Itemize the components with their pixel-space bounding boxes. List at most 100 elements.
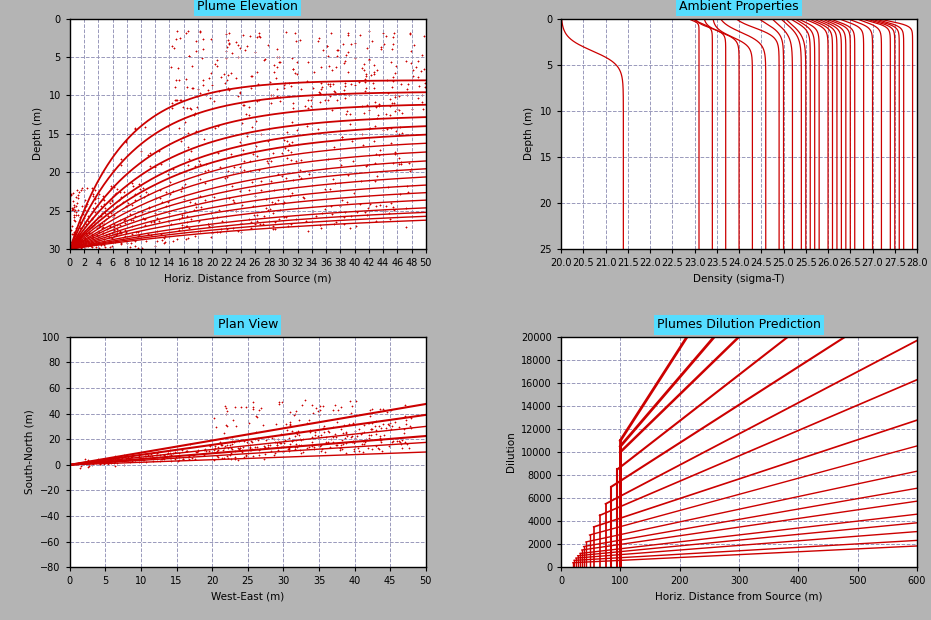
Title: Plan View: Plan View xyxy=(218,319,278,332)
Point xyxy=(360,203,375,213)
Point xyxy=(395,443,410,453)
Point xyxy=(355,439,370,449)
Point xyxy=(153,229,168,239)
Point xyxy=(224,439,239,449)
Point xyxy=(177,206,192,216)
Point xyxy=(105,454,120,464)
Point xyxy=(257,442,272,452)
Point xyxy=(384,198,398,208)
Point xyxy=(177,95,192,105)
Point xyxy=(402,158,417,168)
Point xyxy=(268,217,283,227)
Point xyxy=(164,450,179,460)
Point xyxy=(250,433,265,443)
Point xyxy=(251,31,266,41)
Point xyxy=(157,451,172,461)
Point xyxy=(233,138,248,148)
Point xyxy=(101,456,115,466)
Point xyxy=(143,148,158,157)
Point xyxy=(294,435,309,445)
Point xyxy=(70,240,85,250)
Point xyxy=(186,205,201,215)
Point xyxy=(174,186,189,196)
Point xyxy=(290,442,304,452)
Point xyxy=(326,432,341,442)
Point xyxy=(290,56,304,66)
Point xyxy=(339,448,354,458)
Point xyxy=(302,442,317,452)
Point xyxy=(244,445,259,455)
X-axis label: West-East (m): West-East (m) xyxy=(211,592,285,602)
Point xyxy=(169,95,183,105)
Point xyxy=(104,228,119,237)
Point xyxy=(68,229,83,239)
Point xyxy=(69,237,84,247)
Point xyxy=(334,195,349,205)
Point xyxy=(213,72,228,82)
Point xyxy=(139,456,154,466)
Point xyxy=(378,423,393,433)
Point xyxy=(369,430,384,440)
Point xyxy=(384,123,398,133)
Point xyxy=(308,211,323,221)
Point xyxy=(196,75,210,85)
Point xyxy=(202,446,217,456)
Point xyxy=(341,67,356,77)
Point xyxy=(89,223,104,233)
Point xyxy=(242,443,257,453)
Point xyxy=(332,443,347,453)
Point xyxy=(224,444,239,454)
Point xyxy=(128,455,142,465)
Point xyxy=(80,236,95,246)
Point xyxy=(324,201,339,211)
Point xyxy=(107,188,122,198)
Point xyxy=(146,216,161,226)
Point xyxy=(375,125,390,135)
Point xyxy=(251,29,266,38)
Point xyxy=(85,242,100,252)
Point xyxy=(359,69,374,79)
Point xyxy=(318,184,333,193)
X-axis label: Horiz. Distance from Source (m): Horiz. Distance from Source (m) xyxy=(655,592,823,602)
Point xyxy=(185,83,200,93)
Point xyxy=(235,200,250,210)
Point xyxy=(363,424,378,434)
Point xyxy=(317,421,331,431)
Point xyxy=(117,231,132,241)
Point xyxy=(175,445,190,455)
Point xyxy=(196,34,210,44)
Point xyxy=(155,235,169,245)
Point xyxy=(128,195,142,205)
Point xyxy=(357,420,371,430)
Point xyxy=(105,165,120,175)
Point xyxy=(411,56,425,66)
Point xyxy=(321,61,336,71)
Point xyxy=(84,237,99,247)
Point xyxy=(338,428,353,438)
Point xyxy=(277,83,291,93)
Point xyxy=(78,202,93,211)
Point xyxy=(295,192,310,202)
Point xyxy=(138,122,153,132)
Point xyxy=(302,169,317,179)
Point xyxy=(194,202,209,212)
Point xyxy=(311,33,326,43)
Point xyxy=(97,236,112,246)
Point xyxy=(239,437,254,447)
Point xyxy=(385,158,400,168)
Point xyxy=(128,123,142,133)
Point xyxy=(326,422,341,432)
Point xyxy=(77,244,92,254)
Title: Plumes Dilution Prediction: Plumes Dilution Prediction xyxy=(657,319,821,332)
Point xyxy=(241,418,256,428)
Point xyxy=(344,408,358,418)
Point xyxy=(281,139,296,149)
Point xyxy=(152,216,167,226)
Point xyxy=(313,405,328,415)
Point xyxy=(248,191,263,201)
Point xyxy=(73,212,88,222)
Point xyxy=(257,450,272,459)
Point xyxy=(387,148,402,157)
Point xyxy=(385,436,399,446)
Point xyxy=(356,436,371,446)
